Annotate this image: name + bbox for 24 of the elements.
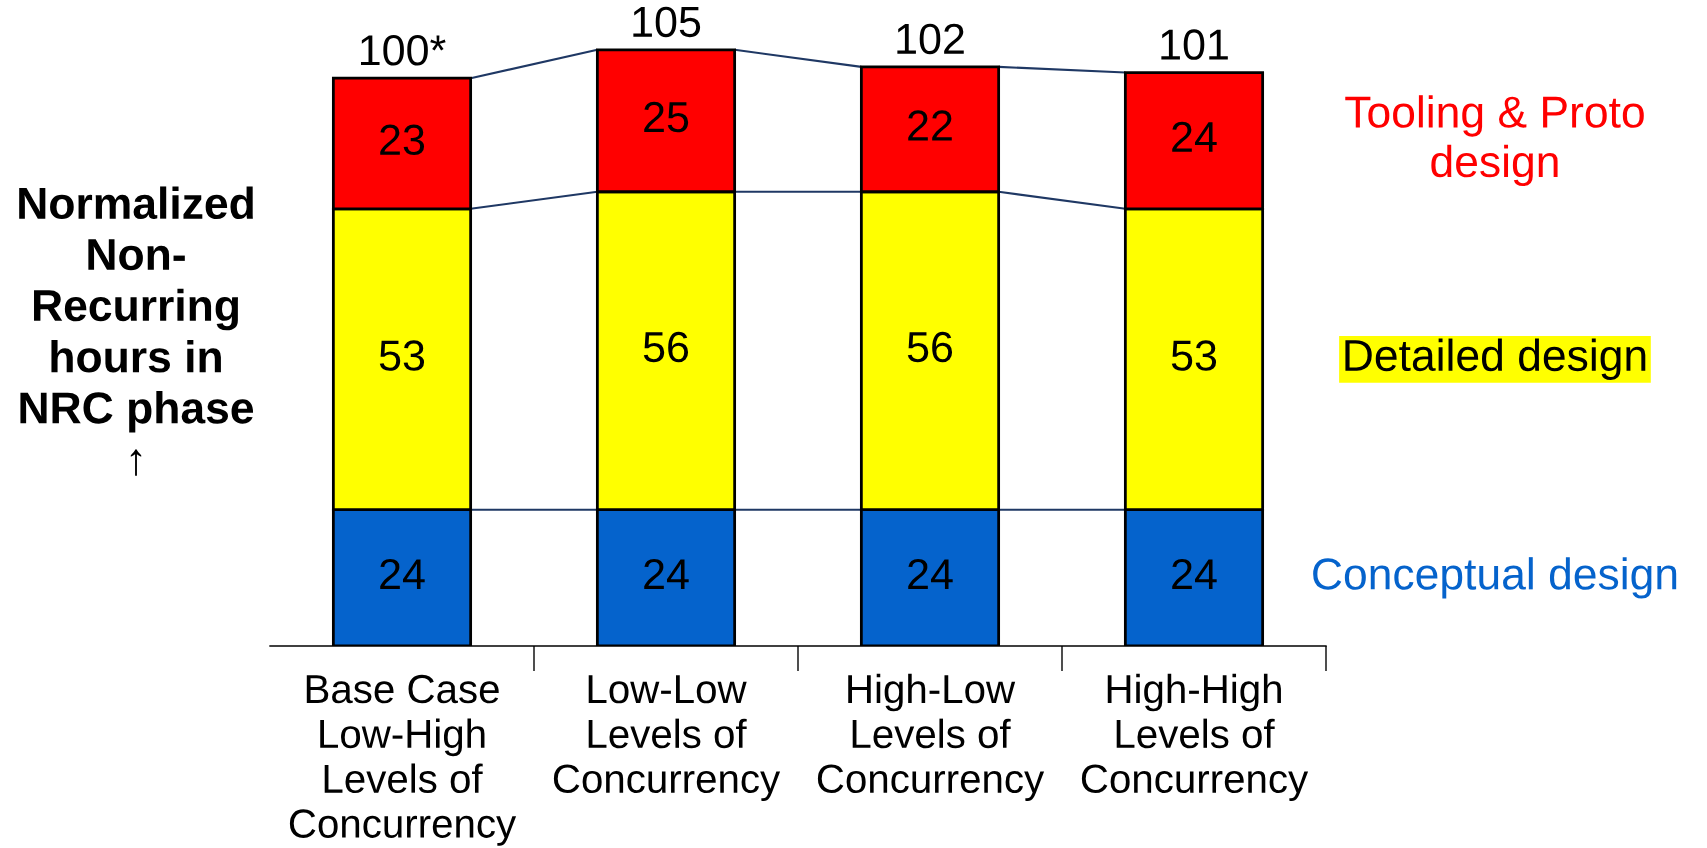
data-label: 24 (644, 558, 689, 589)
total-label: 100* (360, 35, 446, 66)
data-label: 53 (1171, 340, 1217, 371)
data-label: 24 (908, 558, 953, 589)
total-label: 101 (1161, 29, 1228, 60)
series-label: Tooling & Proto design (1345, 95, 1644, 187)
data-label: 24 (1172, 558, 1217, 589)
x-tick-label: High-High Levels of Concurrency (1081, 673, 1309, 802)
total-label: 105 (633, 6, 701, 38)
series-label: Conceptual design (1313, 557, 1677, 599)
x-tick-label: Base Case Low-High Levels of Concurrency (289, 674, 517, 846)
data-label: 25 (644, 101, 689, 133)
data-label: 24 (380, 558, 425, 589)
x-tick-label: High-Low Levels of Concurrency (817, 673, 1045, 802)
y-axis-title: Normalized Non- Recurring hours in NRC phase ↑ (19, 186, 254, 476)
data-label: 56 (643, 331, 689, 363)
data-label: 56 (907, 331, 953, 363)
data-label: 22 (908, 110, 952, 141)
series-label: Detailed design (1345, 338, 1646, 380)
x-tick-label: Low-Low Levels of Concurrency (553, 675, 781, 802)
data-label: 24 (1172, 121, 1217, 152)
total-label: 102 (897, 23, 964, 55)
data-label: 23 (380, 124, 425, 156)
data-label: 53 (379, 340, 425, 371)
